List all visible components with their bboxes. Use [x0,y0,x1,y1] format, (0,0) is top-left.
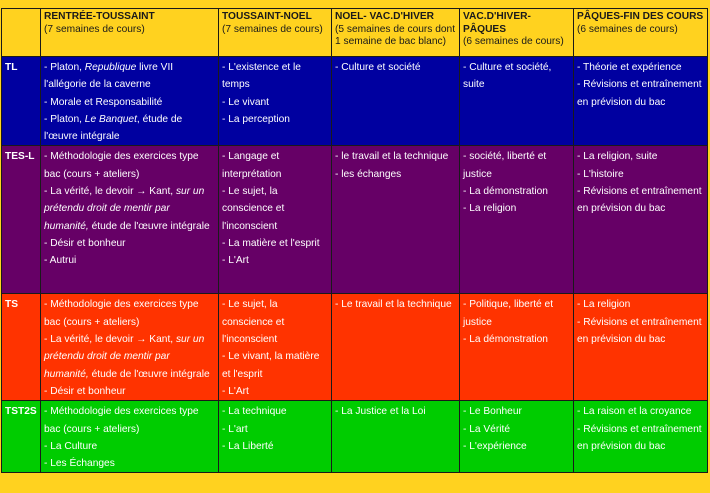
cell-tst2s-period-2: - La technique - L'art - La Liberté [218,400,332,474]
cell-tl-period-4: - Culture et société, suite [459,55,574,147]
topic-item: - La perception [222,113,290,125]
period-header-noel-vac-hiver: NOEL- VAC.D'HIVER (5 semaines de cours d… [331,8,460,57]
topic-item: - Platon, Republique livre VII l'allégor… [44,62,174,91]
topic-item: - Le Bonheur [463,406,522,418]
topic-item: - Le sujet, la conscience et l'inconscie… [222,299,285,346]
table-row-tl: TL - Platon, Republique livre VII l'allé… [1,55,708,147]
period-name: RENTRÉE-TOUSSAINT [44,11,155,22]
topic-item: - L'Art [222,255,249,267]
topic-item: - La vérité, le devoir → Kant, sur un pr… [44,334,210,380]
topic-item: - La démonstration [463,334,548,346]
cell-tst2s-period-3: - La Justice et la Loi [331,400,460,474]
curriculum-table: RENTRÉE-TOUSSAINT (7 semaines de cours) … [1,8,708,474]
period-weeks: (7 semaines de cours) [222,23,323,35]
topic-item: - Méthodologie des exercices type bac (c… [44,299,199,328]
header-row: RENTRÉE-TOUSSAINT (7 semaines de cours) … [1,8,708,57]
table-row-tst2s: TST2S - Méthodologie des exercices type … [1,400,708,474]
cell-ts-period-1: - Méthodologie des exercices type bac (c… [40,293,219,402]
cell-tst2s-period-1: - Méthodologie des exercices type bac (c… [40,400,219,474]
topic-item: - Révisions et entraînement en prévision… [577,79,702,108]
cell-tl-period-5: - Théorie et expérience - Révisions et e… [573,55,708,147]
topic-item: - Désir et bonheur [44,237,126,249]
period-header-paques-fin: PÂQUES-FIN DES COURS (6 semaines de cour… [573,8,708,57]
topic-item: - L'histoire [577,168,624,180]
topic-item: - Langage et interprétation [222,151,282,180]
topic-item: - La Vérité [463,423,510,435]
cell-ts-period-5: - La religion - Révisions et entraînemen… [573,293,708,402]
topic-item: - Politique, liberté et justice [463,299,554,328]
cell-tl-period-2: - L'existence et le temps - Le vivant - … [218,55,332,147]
topic-item: - Platon, Le Banquet, étude de l'œuvre i… [44,113,183,143]
cell-tesl-period-5: - La religion, suite - L'histoire - Révi… [573,145,708,295]
topic-item: - La Liberté [222,440,274,452]
period-name: TOUSSAINT-NOEL [222,11,312,22]
period-name: PÂQUES-FIN DES COURS [577,11,704,22]
topic-item: - L'art [222,423,248,435]
topic-item: - La matière et l'esprit [222,237,320,249]
topic-item: - Révisions et entraînement en prévision… [577,186,702,215]
cell-tst2s-period-5: - La raison et la croyance - Révisions e… [573,400,708,474]
period-weeks: (6 semaines de cours) [577,23,678,35]
row-label: TS [1,293,41,402]
topic-item: - La religion, suite [577,151,658,163]
cell-ts-period-2: - Le sujet, la conscience et l'inconscie… [218,293,332,402]
topic-item: - société, liberté et justice [463,151,547,180]
topic-item: - L'existence et le temps [222,62,301,91]
topic-item: - Les Échanges [44,458,115,470]
topic-item: - les échanges [335,168,402,180]
topic-item: - Le vivant [222,96,269,108]
topic-item: - La vérité, le devoir → Kant, sur un pr… [44,186,210,232]
topic-item: - Révisions et entraînement en prévision… [577,316,702,346]
topic-item: - Le travail et la technique [335,299,452,311]
topic-item: - Révisions et entraînement en prévision… [577,423,702,452]
topic-item: - La religion [577,299,631,311]
period-weeks: (6 semaines de cours) [463,36,564,47]
topic-item: - La Culture [44,440,98,452]
topic-item: - Méthodologie des exercices type bac (c… [44,406,199,435]
topic-item: - Le sujet, la conscience et l'inconscie… [222,186,285,232]
period-weeks: (7 semaines de cours) [44,23,145,35]
topic-item: - La démonstration [463,186,548,198]
topic-item: - Autrui [44,255,77,267]
topic-item: - La religion [463,203,517,215]
cell-tesl-period-3: - le travail et la technique - les échan… [331,145,460,295]
cell-ts-period-3: - Le travail et la technique [331,293,460,402]
topic-item: - Morale et Responsabilité [44,96,163,108]
cell-tesl-period-2: - Langage et interprétation - Le sujet, … [218,145,332,295]
topic-item: - Culture et société [335,62,421,73]
cell-tesl-period-1: - Méthodologie des exercices type bac (c… [40,145,219,295]
topic-item: - Culture et société, suite [463,62,552,91]
topic-item: - Théorie et expérience [577,62,682,73]
topic-item: - Méthodologie des exercices type bac (c… [44,151,199,180]
cell-tl-period-1: - Platon, Republique livre VII l'allégor… [40,55,219,147]
topic-item: - L'Art [222,385,249,397]
cell-tesl-period-4: - société, liberté et justice - La démon… [459,145,574,295]
period-name: VAC.D'HIVER-PÂQUES [463,11,531,35]
cell-tst2s-period-4: - Le Bonheur - La Vérité - L'expérience [459,400,574,474]
table-row-ts: TS - Méthodologie des exercices type bac… [1,293,708,402]
topic-item: - le travail et la technique [335,151,449,163]
period-header-rentree-toussaint: RENTRÉE-TOUSSAINT (7 semaines de cours) [40,8,219,57]
period-weeks: (5 semaines de cours dont 1 semaine de b… [335,23,456,48]
table-row-tes-l: TES-L - Méthodologie des exercices type … [1,145,708,295]
row-label: TST2S [1,400,41,474]
topic-item: - La Justice et la Loi [335,406,426,418]
cell-ts-period-4: - Politique, liberté et justice - La dém… [459,293,574,402]
topic-item: - L'expérience [463,440,527,452]
topic-item: - Le vivant, la matière et l'esprit [222,351,320,380]
period-name: NOEL- VAC.D'HIVER [335,11,435,22]
topic-item: - La technique [222,406,287,418]
topic-item: - Désir et bonheur [44,385,126,397]
period-header-vac-hiver-paques: VAC.D'HIVER-PÂQUES (6 semaines de cours) [459,8,574,57]
row-label: TES-L [1,145,41,295]
corner-cell [1,8,41,57]
period-header-toussaint-noel: TOUSSAINT-NOEL (7 semaines de cours) [218,8,332,57]
topic-item: - La raison et la croyance [577,406,692,418]
row-label: TL [1,55,41,147]
cell-tl-period-3: - Culture et société [331,55,460,147]
